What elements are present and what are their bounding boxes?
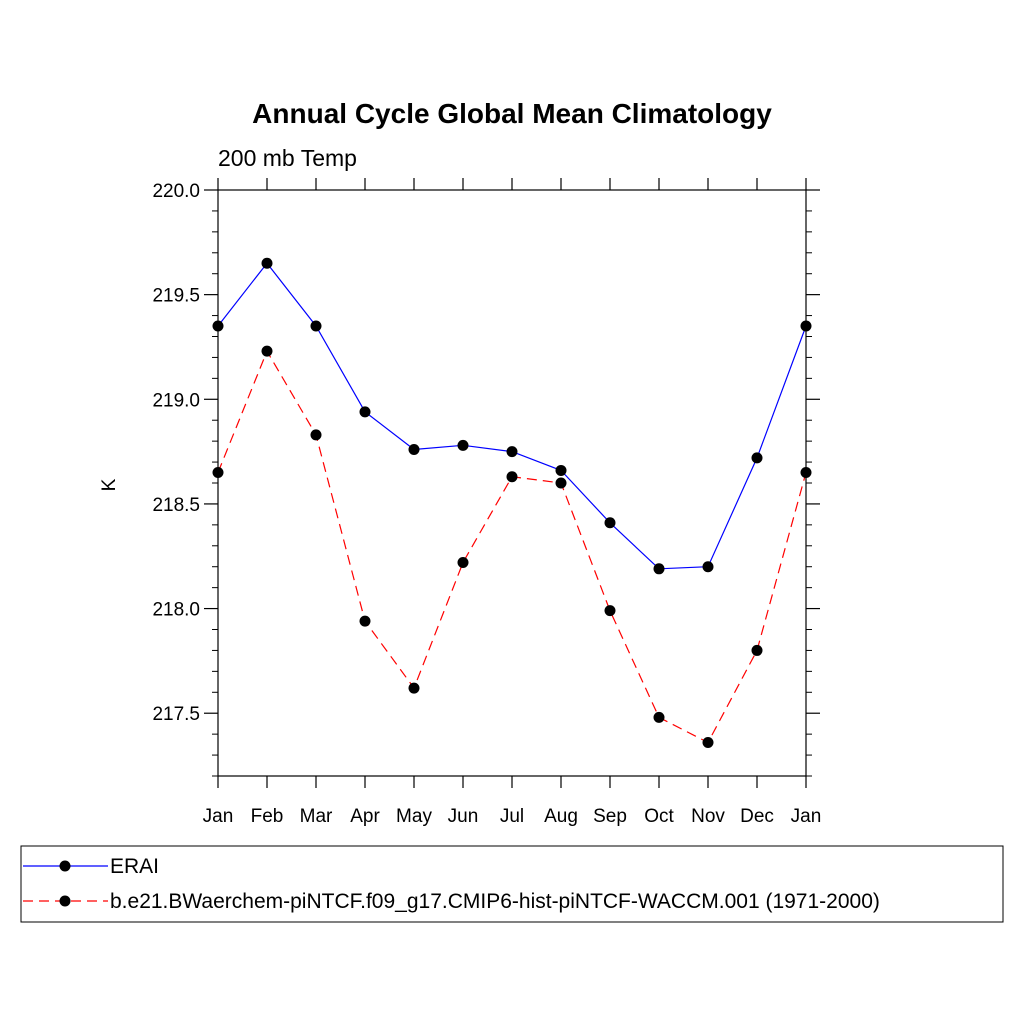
y-tick-label: 219.0 (152, 390, 200, 411)
series-1-point (360, 406, 371, 417)
series-1-point (213, 321, 224, 332)
y-axis-label: K (99, 478, 120, 491)
series-1-point (262, 258, 273, 269)
chart-title: Annual Cycle Global Mean Climatology (252, 98, 772, 129)
series-1-point (311, 321, 322, 332)
x-tick-label: Nov (691, 806, 725, 827)
series-1-point (458, 440, 469, 451)
legend-marker-2 (60, 896, 71, 907)
series-2-point (556, 478, 567, 489)
legend-marker-1 (60, 861, 71, 872)
legend-label-2: b.e21.BWaerchem-piNTCF.f09_g17.CMIP6-his… (110, 890, 880, 913)
series-1-point (654, 563, 665, 574)
series-2-point (507, 471, 518, 482)
legend-label-1: ERAI (110, 855, 159, 878)
chart-subtitle: 200 mb Temp (218, 145, 357, 171)
y-tick-label: 219.5 (152, 286, 200, 307)
series-line-1 (218, 263, 806, 569)
series-1-point (507, 446, 518, 457)
chart-area: Annual Cycle Global Mean Climatology 200… (0, 0, 1024, 1024)
series-2-point (801, 467, 812, 478)
y-major-ticks: 217.5 218.0 218.5 219.0 219.5 220.0 (152, 181, 820, 725)
x-tick-label: Sep (593, 806, 627, 827)
series-2-point (311, 429, 322, 440)
y-tick-label: 217.5 (152, 704, 200, 725)
series-2-point (360, 616, 371, 627)
x-tick-label: Feb (251, 806, 284, 827)
series-1-point (605, 517, 616, 528)
x-tick-label: Apr (350, 806, 380, 827)
series-2-point (262, 346, 273, 357)
x-tick-label: Jul (500, 806, 524, 827)
x-tick-label: Mar (300, 806, 333, 827)
x-tick-label: Oct (644, 806, 674, 827)
legend: ERAI b.e21.BWaerchem-piNTCF.f09_g17.CMIP6… (23, 855, 880, 913)
x-tick-label: Dec (740, 806, 774, 827)
series-2-point (213, 467, 224, 478)
x-ticks: Jan Feb Mar Apr May Jun Jul Aug Sep Oct Nov Dec Jan (203, 178, 822, 827)
series-2-point (409, 683, 420, 694)
y-tick-label: 220.0 (152, 181, 200, 202)
x-tick-label: Jan (203, 806, 234, 827)
series-1-point (556, 465, 567, 476)
series-1-point (703, 561, 714, 572)
series-2-point (654, 712, 665, 723)
series-1-point (801, 321, 812, 332)
series-line-2 (218, 351, 806, 742)
series-1-point (752, 452, 763, 463)
series-2-point (605, 605, 616, 616)
series-2-point (458, 557, 469, 568)
x-tick-label: Aug (544, 806, 578, 827)
series-1-point (409, 444, 420, 455)
y-tick-label: 218.0 (152, 600, 200, 621)
y-tick-label: 218.5 (152, 495, 200, 516)
y-minor-ticks (212, 211, 812, 776)
series-layer (213, 258, 812, 748)
x-tick-label: May (396, 806, 432, 827)
series-2-point (703, 737, 714, 748)
x-tick-label: Jun (448, 806, 479, 827)
plot-frame (218, 190, 806, 776)
series-2-point (752, 645, 763, 656)
x-tick-label: Jan (791, 806, 822, 827)
